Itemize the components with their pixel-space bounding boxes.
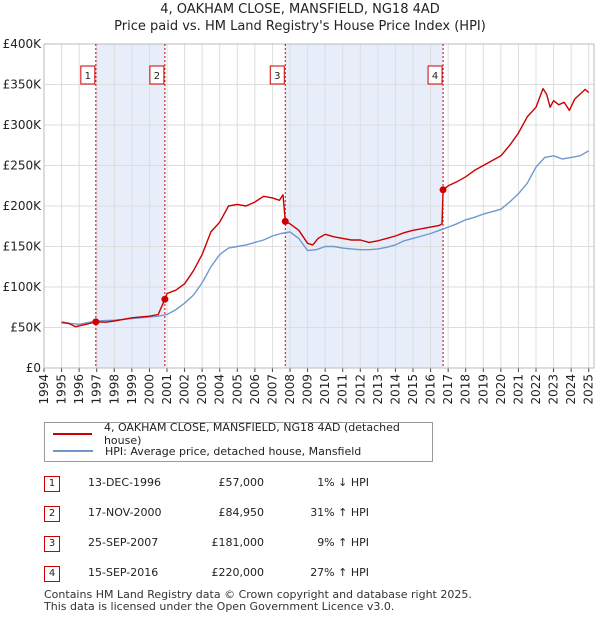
x-tick-label: 1998 — [107, 374, 121, 405]
y-tick-label: £350K — [3, 78, 43, 92]
sale-badge-label: 4 — [432, 71, 438, 82]
sale-point — [92, 318, 100, 326]
y-tick-label: £150K — [3, 240, 43, 254]
x-tick-label: 2025 — [582, 374, 596, 405]
x-tick-label: 2022 — [529, 374, 543, 405]
transaction-price: £84,950 — [218, 506, 265, 519]
transaction-row: 2 17-NOV-2000 £84,950 31% ↑ HPI — [44, 502, 464, 532]
x-tick-label: 2023 — [547, 374, 561, 405]
y-tick-label: £250K — [3, 159, 43, 173]
transaction-date: 17-NOV-2000 — [88, 506, 162, 519]
transaction-row: 1 13-DEC-1996 £57,000 1% ↓ HPI — [44, 472, 464, 502]
x-tick-label: 2012 — [353, 374, 367, 405]
sale-badge-label: 1 — [85, 71, 91, 82]
transaction-date: 13-DEC-1996 — [88, 476, 162, 489]
chart-title: 4, OAKHAM CLOSE, MANSFIELD, NG18 4AD — [160, 2, 440, 17]
legend-label-property: 4, OAKHAM CLOSE, MANSFIELD, NG18 4AD (de… — [103, 421, 400, 447]
x-tick-label: 1996 — [72, 374, 86, 405]
plot-frame — [43, 43, 595, 369]
transaction-date: 25-SEP-2007 — [88, 536, 159, 549]
transactions-table: 1 13-DEC-1996 £57,000 1% ↓ HPI 2 17-NOV-… — [44, 472, 464, 592]
transaction-hpi-diff: 27% ↑ HPI — [310, 566, 369, 579]
transaction-hpi-diff: 9% ↑ HPI — [317, 536, 369, 549]
x-tick-label: 2015 — [406, 374, 420, 405]
sale-point — [281, 217, 289, 225]
hpi-series-line — [61, 150, 590, 325]
x-tick-label: 2016 — [424, 374, 438, 405]
legend-swatch-property — [53, 433, 92, 435]
price-chart: £0 £50K £100K £150K £200K £250K £300K £350K £400… — [3, 37, 596, 405]
sale-point — [161, 295, 169, 303]
x-tick-label: 2003 — [195, 374, 209, 405]
x-tick-label: 2000 — [142, 374, 156, 405]
transaction-marker-badge: 2 — [44, 506, 60, 522]
transaction-marker-badge: 3 — [44, 536, 60, 552]
transaction-hpi-diff: 1% ↓ HPI — [317, 476, 369, 489]
legend-label-hpi: HPI: Average price, detached house, Mans… — [105, 444, 362, 458]
x-tick-label: 2004 — [213, 374, 227, 405]
transaction-marker-badge: 1 — [44, 476, 60, 492]
transaction-price: £57,000 — [218, 476, 265, 489]
chart-legend: 4, OAKHAM CLOSE, MANSFIELD, NG18 4AD (de… — [44, 421, 433, 462]
x-tick-label: 2002 — [178, 374, 192, 405]
property-series-line — [61, 87, 590, 328]
x-tick-label: 2008 — [283, 374, 297, 405]
sale-badge — [149, 65, 165, 85]
x-tick-label: 2005 — [230, 374, 244, 405]
chart-subtitle: Price paid vs. HM Land Registry's House … — [114, 19, 486, 34]
transaction-date: 15-SEP-2016 — [88, 566, 159, 579]
x-tick-label: 2014 — [388, 374, 402, 405]
x-tick-label: 2019 — [476, 374, 490, 405]
x-tick-label: 2021 — [511, 374, 525, 405]
sale-badge — [269, 65, 285, 85]
x-tick-label: 2009 — [301, 374, 315, 405]
y-tick-label: £0 — [26, 361, 41, 375]
sale-point — [439, 186, 447, 194]
x-tick-label: 2007 — [265, 374, 279, 405]
sale-badge-label: 3 — [274, 71, 280, 82]
footer-line-1: Contains HM Land Registry data © Crown c… — [44, 588, 472, 601]
x-tick-label: 1994 — [37, 374, 51, 405]
sale-badge-label: 2 — [154, 71, 160, 82]
legend-item-hpi: HPI: Average price, detached house, Mans… — [53, 443, 361, 459]
transaction-price: £181,000 — [211, 536, 265, 549]
x-tick-label: 2013 — [371, 374, 385, 405]
transaction-row: 4 15-SEP-2016 £220,000 27% ↑ HPI — [44, 562, 464, 592]
x-tick-label: 1995 — [55, 374, 69, 405]
transaction-row: 3 25-SEP-2007 £181,000 9% ↑ HPI — [44, 532, 464, 562]
x-tick-label: 2006 — [248, 374, 262, 405]
footer-attribution: Contains HM Land Registry data © Crown c… — [44, 589, 472, 613]
y-tick-label: £300K — [3, 118, 43, 132]
y-tick-label: £400K — [3, 37, 43, 51]
x-tick-label: 1999 — [125, 374, 139, 405]
x-tick-label: 2017 — [441, 374, 455, 405]
legend-swatch-hpi — [53, 450, 93, 452]
x-tick-label: 2018 — [459, 374, 473, 405]
sale-badge — [427, 65, 443, 85]
x-tick-label: 2024 — [564, 374, 578, 405]
footer-line-2: This data is licensed under the Open Gov… — [44, 600, 395, 613]
x-tick-label: 2020 — [494, 374, 508, 405]
transaction-hpi-diff: 31% ↑ HPI — [310, 506, 369, 519]
sale-badge — [80, 65, 96, 85]
x-tick-label: 2010 — [318, 374, 332, 405]
y-tick-label: £200K — [3, 199, 43, 213]
transaction-price: £220,000 — [211, 566, 265, 579]
y-tick-label: £50K — [10, 321, 42, 335]
legend-item-property: 4, OAKHAM CLOSE, MANSFIELD, NG18 4AD (de… — [53, 421, 432, 447]
y-tick-label: £100K — [3, 280, 43, 294]
x-tick-label: 2001 — [160, 374, 174, 405]
x-tick-label: 2011 — [336, 374, 350, 405]
transaction-marker-badge: 4 — [44, 566, 60, 582]
x-tick-label: 1997 — [90, 374, 104, 405]
